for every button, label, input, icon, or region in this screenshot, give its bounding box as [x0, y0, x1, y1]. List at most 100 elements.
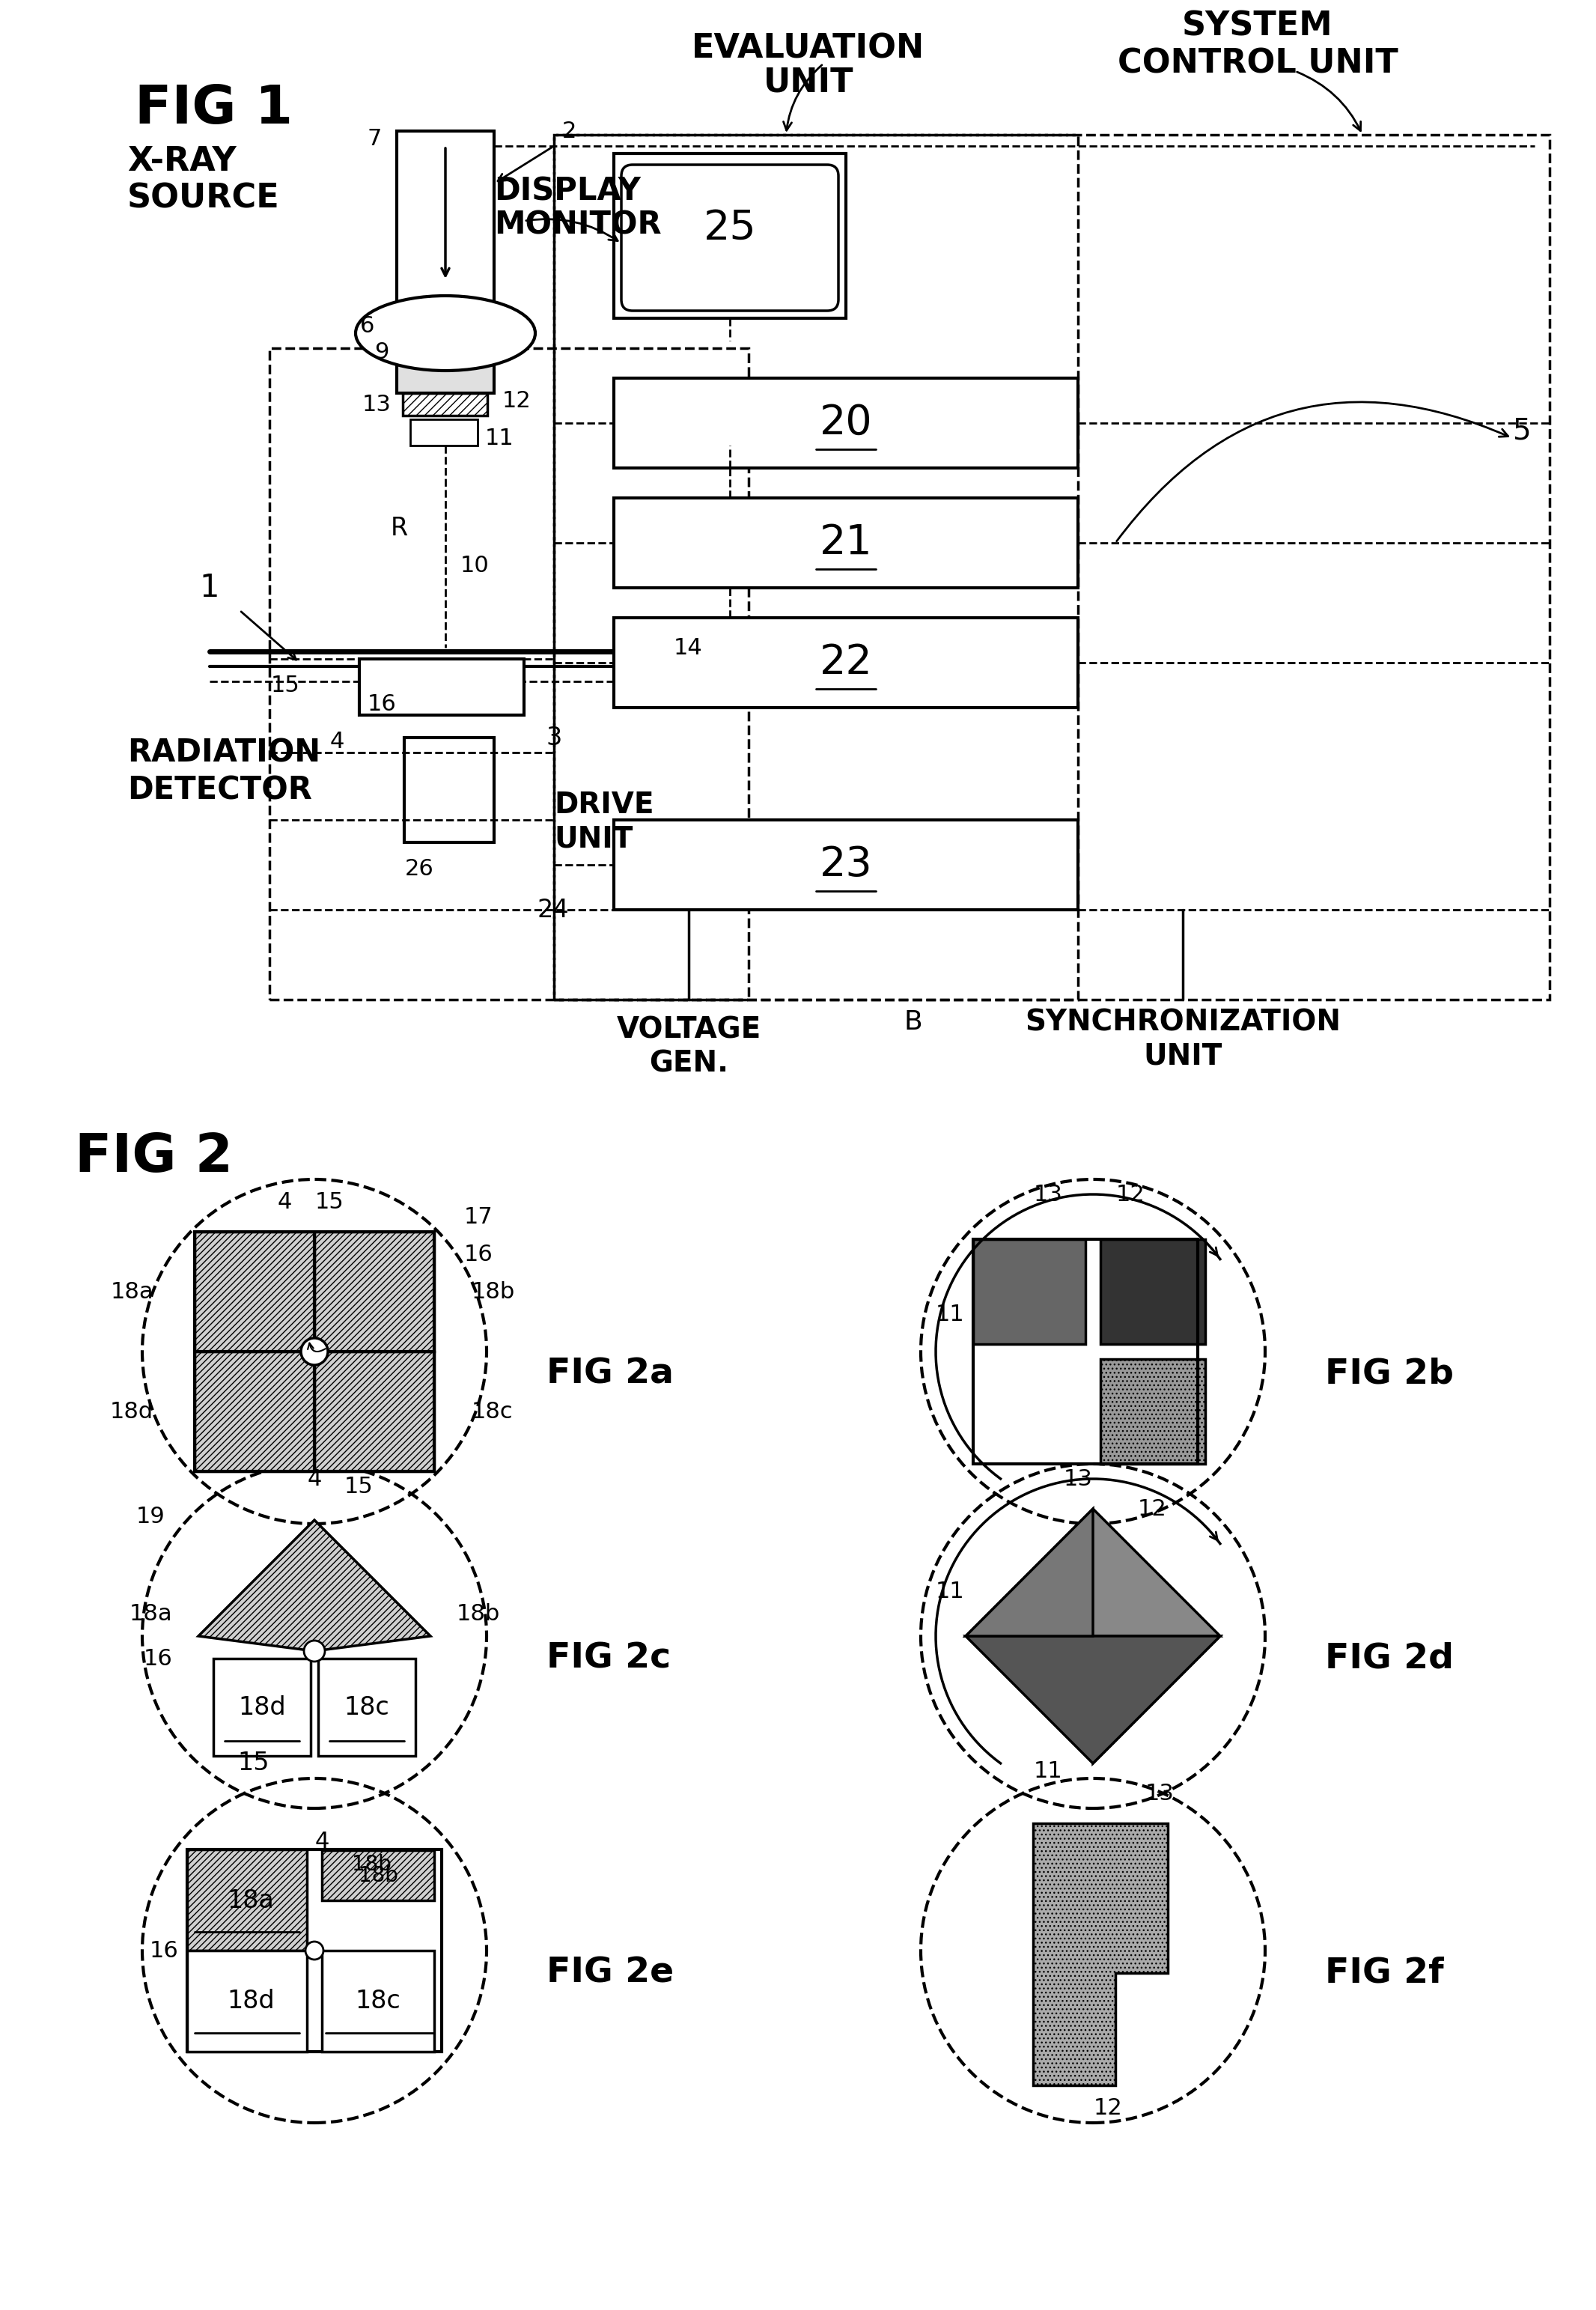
Text: R: R: [391, 515, 409, 541]
Bar: [314, 1351, 434, 1471]
Text: 9: 9: [375, 342, 389, 363]
Bar: [214, 1659, 311, 1756]
Bar: [195, 1351, 314, 1471]
Text: 18d: 18d: [110, 1400, 153, 1423]
Text: FIG 2d: FIG 2d: [1325, 1642, 1454, 1675]
Text: FIG 1: FIG 1: [134, 83, 292, 134]
Bar: [614, 499, 1077, 587]
Text: 7: 7: [367, 127, 381, 150]
Text: MONITOR: MONITOR: [495, 208, 661, 240]
Text: FIG 2a: FIG 2a: [546, 1358, 674, 1391]
Text: 15: 15: [314, 1192, 343, 1213]
Text: FIG 2: FIG 2: [75, 1132, 233, 1183]
Text: UNIT: UNIT: [763, 67, 854, 99]
Bar: [554, 134, 1550, 1000]
Polygon shape: [966, 1508, 1093, 1635]
Text: 1: 1: [200, 573, 220, 603]
Text: 19: 19: [136, 1506, 164, 1527]
Bar: [1100, 1358, 1205, 1465]
Text: 6: 6: [359, 314, 375, 337]
Bar: [359, 658, 523, 716]
Text: 18a: 18a: [110, 1280, 153, 1303]
Text: CONTROL UNIT: CONTROL UNIT: [1117, 49, 1398, 81]
Text: 18a: 18a: [129, 1603, 172, 1624]
Text: UNIT: UNIT: [1143, 1042, 1223, 1070]
Text: FIG 2e: FIG 2e: [546, 1957, 674, 1989]
Bar: [270, 349, 749, 1000]
Text: 13: 13: [1063, 1467, 1093, 1490]
Bar: [614, 820, 1077, 910]
Bar: [614, 152, 846, 319]
Text: 20: 20: [819, 402, 873, 444]
Polygon shape: [198, 1520, 431, 1652]
Text: FIG 2c: FIG 2c: [546, 1642, 670, 1675]
Bar: [187, 1850, 442, 2051]
Bar: [1100, 1238, 1205, 1344]
Text: 15: 15: [345, 1476, 373, 1497]
Polygon shape: [1093, 1635, 1221, 1763]
Text: 25: 25: [704, 208, 757, 249]
Text: 18a: 18a: [227, 1887, 275, 1913]
Text: VOLTAGE: VOLTAGE: [616, 1016, 761, 1044]
Text: DETECTOR: DETECTOR: [128, 774, 313, 806]
Text: 11: 11: [1034, 1760, 1063, 1781]
Circle shape: [302, 1337, 327, 1365]
Bar: [402, 393, 487, 416]
Text: 12: 12: [1093, 2097, 1122, 2118]
FancyBboxPatch shape: [621, 164, 838, 312]
Bar: [195, 1231, 434, 1471]
Text: 4: 4: [330, 730, 345, 753]
Text: FIG 2f: FIG 2f: [1325, 1957, 1444, 1989]
Text: 13: 13: [1146, 1783, 1175, 1804]
Text: 18d: 18d: [227, 1989, 275, 2012]
Text: 13: 13: [362, 393, 391, 416]
Text: 22: 22: [819, 642, 873, 684]
Text: 18b: 18b: [351, 1855, 391, 1876]
Bar: [554, 134, 1077, 1000]
Text: 12: 12: [503, 390, 531, 411]
Text: RADIATION: RADIATION: [128, 737, 321, 769]
Text: 13: 13: [1034, 1183, 1063, 1206]
Bar: [974, 1238, 1085, 1344]
Bar: [318, 1659, 415, 1756]
Text: SOURCE: SOURCE: [128, 182, 279, 215]
Bar: [614, 379, 1077, 469]
Bar: [314, 1231, 434, 1351]
Text: 4: 4: [306, 1467, 322, 1490]
Bar: [322, 1850, 434, 1901]
Text: 24: 24: [536, 896, 568, 922]
Ellipse shape: [356, 296, 535, 370]
Bar: [410, 420, 477, 446]
Text: 18c: 18c: [471, 1400, 514, 1423]
Bar: [195, 1231, 314, 1351]
Text: 11: 11: [935, 1580, 964, 1603]
Text: 3: 3: [546, 725, 562, 751]
Bar: [322, 1950, 434, 2051]
Text: 18d: 18d: [238, 1696, 286, 1719]
Polygon shape: [966, 1508, 1221, 1635]
Circle shape: [303, 1640, 326, 1661]
Text: 2: 2: [562, 120, 576, 141]
Polygon shape: [1033, 1823, 1168, 2086]
Text: EVALUATION: EVALUATION: [693, 32, 926, 65]
Text: 15: 15: [270, 675, 300, 695]
Text: 14: 14: [674, 638, 702, 658]
Text: 17: 17: [464, 1206, 493, 1227]
Text: 16: 16: [464, 1243, 493, 1266]
Bar: [974, 1238, 1197, 1465]
Text: 16: 16: [367, 693, 396, 714]
Bar: [187, 1850, 306, 1950]
Bar: [397, 349, 495, 393]
Text: 18c: 18c: [345, 1696, 389, 1719]
Text: X-RAY: X-RAY: [128, 146, 236, 178]
Bar: [614, 617, 1077, 707]
Text: 4: 4: [278, 1192, 292, 1213]
Text: DISPLAY: DISPLAY: [495, 176, 640, 206]
Text: 5: 5: [1511, 416, 1531, 446]
Text: FIG 2b: FIG 2b: [1325, 1358, 1454, 1391]
Text: 11: 11: [485, 427, 514, 448]
Text: DRIVE: DRIVE: [554, 790, 654, 820]
Text: 12: 12: [1138, 1497, 1167, 1520]
Bar: [397, 132, 495, 303]
Polygon shape: [966, 1635, 1221, 1763]
